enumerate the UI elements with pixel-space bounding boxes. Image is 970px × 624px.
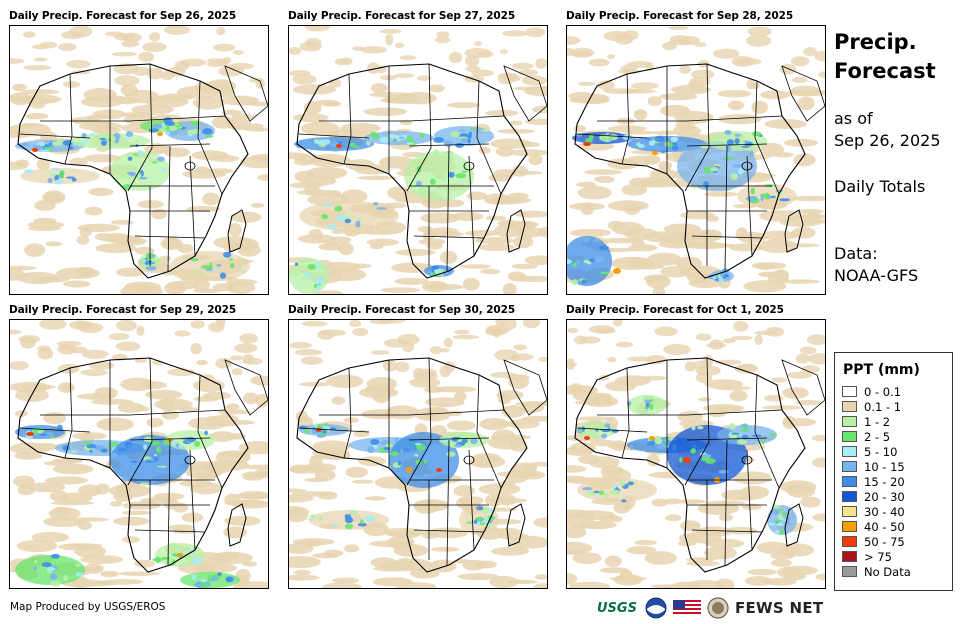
legend-item: 0 - 0.1 [842,384,952,399]
sidebar-title-line1: Precip. [834,30,917,54]
legend-swatch [842,551,857,562]
legend-swatch [842,386,857,397]
as-of-block: as of Sep 26, 2025 [834,108,941,152]
legend-swatch [842,431,857,442]
legend-swatch [842,506,857,517]
forecast-panel-2: Daily Precip. Forecast for Sep 27, 2025 [288,10,548,300]
africa-map-svg [10,26,268,294]
precip-map [9,25,269,295]
africa-map-svg [289,26,547,294]
logo-strip: USGS FEWS NET [597,597,823,619]
legend-label: > 75 [864,549,892,564]
legend-item: 1 - 2 [842,414,952,429]
forecast-panel-1: Daily Precip. Forecast for Sep 26, 2025 [9,10,269,300]
usgs-logo: USGS [597,600,637,616]
totals-label: Daily Totals [834,177,926,196]
legend-swatch [842,476,857,487]
panel-title: Daily Precip. Forecast for Sep 28, 2025 [566,10,794,22]
legend-item: 20 - 30 [842,489,952,504]
legend-label: 1 - 2 [864,414,891,429]
legend-label: 0.1 - 1 [864,399,902,414]
precip-map [288,25,548,295]
legend-item: 2 - 5 [842,429,952,444]
panel-title: Daily Precip. Forecast for Sep 30, 2025 [288,304,516,316]
precip-map [566,319,826,589]
precip-map [566,25,826,295]
legend-label: 0 - 0.1 [864,384,902,399]
as-of-label: as of [834,109,873,128]
panel-title: Daily Precip. Forecast for Sep 29, 2025 [9,304,237,316]
legend-item: > 75 [842,549,952,564]
legend-label: 50 - 75 [864,534,905,549]
legend-item: 0.1 - 1 [842,399,952,414]
panel-title: Daily Precip. Forecast for Sep 26, 2025 [9,10,237,22]
legend-label: 2 - 5 [864,429,891,444]
legend-item: 15 - 20 [842,474,952,489]
panel-title: Daily Precip. Forecast for Sep 27, 2025 [288,10,516,22]
legend-swatch [842,461,857,472]
data-source-block: Data: NOAA-GFS [834,243,918,287]
sidebar-title: Precip. Forecast [834,28,936,86]
legend-item: 10 - 15 [842,459,952,474]
legend-swatch [842,491,857,502]
legend-label: 30 - 40 [864,504,905,519]
legend-item: 30 - 40 [842,504,952,519]
legend-swatch [842,521,857,532]
as-of-date: Sep 26, 2025 [834,131,941,150]
africa-map-svg [289,320,547,588]
legend-item: 40 - 50 [842,519,952,534]
africa-map-svg [567,320,825,588]
precip-map [288,319,548,589]
legend-label: 20 - 30 [864,489,905,504]
forecast-panel-4: Daily Precip. Forecast for Sep 29, 2025 [9,304,269,594]
legend-swatch [842,566,857,577]
legend-title: PPT (mm) [843,362,920,378]
legend-item: No Data [842,564,952,579]
forecast-panel-3: Daily Precip. Forecast for Sep 28, 2025 [566,10,826,300]
map-credit: Map Produced by USGS/EROS [10,601,166,613]
legend-label: 15 - 20 [864,474,905,489]
us-flag-icon [672,600,701,616]
data-label: Data: [834,244,878,263]
legend-swatch [842,416,857,427]
forecast-panel-5: Daily Precip. Forecast for Sep 30, 2025 [288,304,548,594]
legend-label: 5 - 10 [864,444,898,459]
legend-swatch [842,446,857,457]
legend-swatch [842,536,857,547]
noaa-logo-icon [645,597,667,619]
forecast-panel-6: Daily Precip. Forecast for Oct 1, 2025 [566,304,826,594]
africa-map-svg [567,26,825,294]
fews-net-logo: FEWS NET [734,599,824,617]
panel-title: Daily Precip. Forecast for Oct 1, 2025 [566,304,784,316]
precip-map [9,319,269,589]
usaid-seal-icon [707,597,729,619]
legend-label: 10 - 15 [864,459,905,474]
legend-item: 5 - 10 [842,444,952,459]
sidebar-title-line2: Forecast [834,59,936,83]
legend-item: 50 - 75 [842,534,952,549]
data-source: NOAA-GFS [834,266,919,285]
legend-label: 40 - 50 [864,519,905,534]
africa-map-svg [10,320,268,588]
legend-swatch [842,401,857,412]
legend-label: No Data [864,564,911,579]
